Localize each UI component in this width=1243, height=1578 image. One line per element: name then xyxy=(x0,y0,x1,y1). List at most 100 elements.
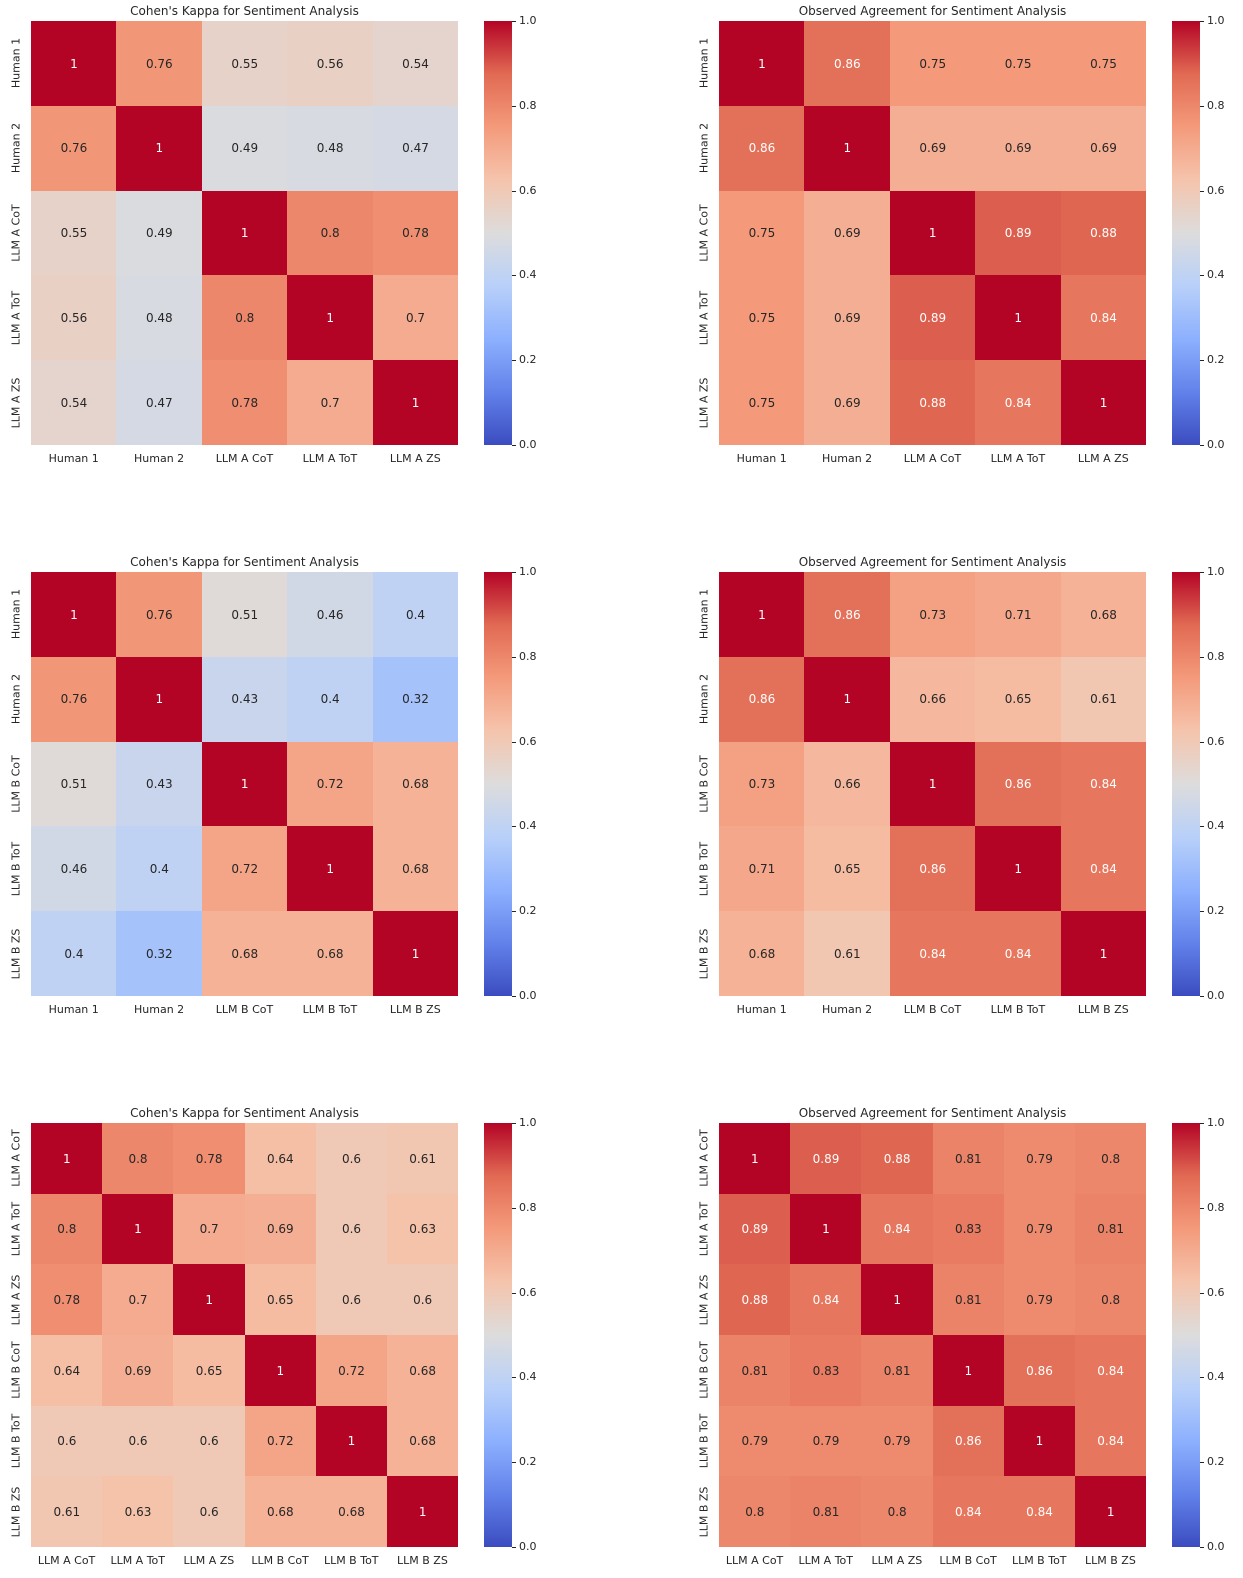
heatmap-cell: 0.69 xyxy=(889,105,976,192)
heatmap-cell: 0.7 xyxy=(173,1193,245,1265)
heatmap-cell: 0.79 xyxy=(861,1405,933,1477)
colorbar-tick-label: 0.6 xyxy=(519,1285,537,1299)
heatmap-cell: 0.6 xyxy=(315,1123,388,1195)
heatmap-cell: 0.56 xyxy=(31,275,117,361)
heatmap-cell: 0.73 xyxy=(719,741,805,827)
heatmap-cell: 0.69 xyxy=(804,190,891,276)
colorbar-tick xyxy=(512,360,516,362)
y-tick-label: Human 1 xyxy=(9,38,23,89)
heatmap-cell: 0.75 xyxy=(719,360,805,446)
heatmap-cell: 0.72 xyxy=(287,741,374,827)
y-tick-label: Human 2 xyxy=(9,674,23,725)
heatmap-cell: 0.8 xyxy=(1074,1123,1147,1195)
heatmap-cell: 0.84 xyxy=(1060,741,1147,827)
x-tick-label: LLM B ToT xyxy=(302,1003,358,1016)
heatmap-cell: 0.86 xyxy=(975,741,1062,827)
colorbar-tick-label: 0.8 xyxy=(1207,1200,1225,1214)
colorbar-tick-label: 1.0 xyxy=(519,565,537,578)
heatmap-cell: 0.61 xyxy=(386,1123,459,1195)
heatmap-cell: 0.6 xyxy=(173,1476,245,1548)
heatmap-cell: 1 xyxy=(287,275,374,361)
heatmap-cell: 0.89 xyxy=(719,1193,791,1265)
heatmap-cell: 0.63 xyxy=(102,1476,174,1548)
heatmap-cell: 0.76 xyxy=(116,21,203,107)
heatmap-cell: 0.88 xyxy=(1060,190,1147,276)
y-tick-label: Human 2 xyxy=(9,123,23,174)
heatmap-cell: 0.69 xyxy=(244,1193,317,1265)
y-tick-label: LLM B CoT xyxy=(9,755,23,813)
heatmap-cell: 0.76 xyxy=(116,572,203,658)
heatmap-cell: 1 xyxy=(889,741,976,827)
colorbar xyxy=(484,572,512,996)
x-tick-label: LLM B CoT xyxy=(939,1554,997,1567)
heatmap-cell: 0.81 xyxy=(719,1335,791,1407)
y-tick-label: LLM A CoT xyxy=(696,1129,710,1188)
colorbar-tick-label: 0.4 xyxy=(519,1370,537,1384)
y-tick-label: LLM B ToT xyxy=(9,841,23,897)
heatmap-cell: 1 xyxy=(372,360,459,446)
heatmap-cell: 0.72 xyxy=(315,1335,388,1407)
colorbar xyxy=(484,21,512,445)
colorbar-tick xyxy=(1200,275,1204,277)
heatmap-cell: 0.83 xyxy=(932,1193,1005,1265)
heatmap-cell: 0.48 xyxy=(287,105,374,192)
heatmap-cell: 1 xyxy=(315,1405,388,1477)
heatmap-cell: 0.89 xyxy=(790,1123,862,1195)
colorbar-tick xyxy=(512,572,516,573)
heatmap-cell: 0.68 xyxy=(386,1335,459,1407)
heatmap-cell: 0.68 xyxy=(244,1476,317,1548)
heatmap-cell: 0.32 xyxy=(116,911,203,997)
heatmap-cell: 0.6 xyxy=(173,1405,245,1477)
heatmap-cell: 0.55 xyxy=(31,190,117,276)
colorbar-tick-label: 0.8 xyxy=(519,649,537,663)
heatmap-cell: 0.83 xyxy=(790,1335,862,1407)
heatmap-cell: 0.61 xyxy=(31,1476,103,1548)
x-tick-label: LLM A ToT xyxy=(302,452,358,465)
heatmap-cell: 0.84 xyxy=(861,1193,933,1265)
heatmap-cell: 0.46 xyxy=(31,826,117,912)
colorbar-tick-label: 0.6 xyxy=(519,183,537,197)
heatmap-cell: 0.69 xyxy=(804,275,891,361)
heatmap-cell: 0.79 xyxy=(1003,1193,1076,1265)
heatmap-cell: 0.75 xyxy=(889,21,976,107)
heatmap-cell: 0.88 xyxy=(719,1264,791,1336)
colorbar-tick-label: 0.4 xyxy=(1207,819,1225,833)
heatmap-cell: 0.84 xyxy=(1003,1476,1076,1548)
heatmap-cell: 0.79 xyxy=(1003,1264,1076,1336)
x-tick-label: LLM B ZS xyxy=(1085,1554,1136,1567)
x-tick-label: Human 1 xyxy=(736,1003,787,1016)
heatmap-cell: 0.69 xyxy=(804,360,891,446)
heatmap-cell: 0.75 xyxy=(719,275,805,361)
y-tick-label: LLM A ZS xyxy=(9,1274,22,1326)
x-tick-label: Human 2 xyxy=(822,452,873,465)
x-tick-label: LLM B CoT xyxy=(903,1003,962,1016)
heatmap-cell: 0.86 xyxy=(1003,1335,1076,1407)
colorbar xyxy=(1172,21,1200,445)
heatmap-cell: 1 xyxy=(719,572,805,658)
y-tick-label: Human 2 xyxy=(696,123,710,174)
colorbar-tick-label: 0.6 xyxy=(1207,183,1225,197)
heatmap-cell: 1 xyxy=(201,741,288,827)
colorbar-tick xyxy=(512,1547,516,1548)
colorbar-tick-label: 0.6 xyxy=(1207,734,1225,748)
colorbar-tick xyxy=(1200,996,1204,997)
colorbar-tick-label: 0.4 xyxy=(1207,1370,1225,1384)
colorbar-tick-label: 0.0 xyxy=(519,438,537,451)
colorbar-tick-label: 0.2 xyxy=(1207,1455,1225,1469)
heatmap-cell: 1 xyxy=(790,1193,862,1265)
heatmap-cell: 0.88 xyxy=(889,360,976,446)
y-tick-label: LLM B ZS xyxy=(696,928,710,980)
y-tick-label: LLM B ToT xyxy=(9,1413,22,1469)
x-tick-label: LLM A CoT xyxy=(215,452,274,465)
heatmap-cell: 0.71 xyxy=(719,826,805,912)
heatmap-title: Cohen's Kappa for Sentiment Analysis xyxy=(130,4,359,18)
heatmap-cell: 0.89 xyxy=(975,190,1062,276)
colorbar-tick xyxy=(1200,445,1204,446)
heatmap-title: Observed Agreement for Sentiment Analysi… xyxy=(798,1106,1067,1120)
x-tick-label: LLM B CoT xyxy=(215,1003,274,1016)
heatmap-cell: 0.89 xyxy=(889,275,976,361)
heatmap-cell: 0.75 xyxy=(1060,21,1147,107)
y-tick-label: LLM B CoT xyxy=(9,1341,22,1400)
y-tick-label: LLM B CoT xyxy=(696,1341,710,1400)
heatmap-cell: 0.65 xyxy=(975,656,1062,743)
